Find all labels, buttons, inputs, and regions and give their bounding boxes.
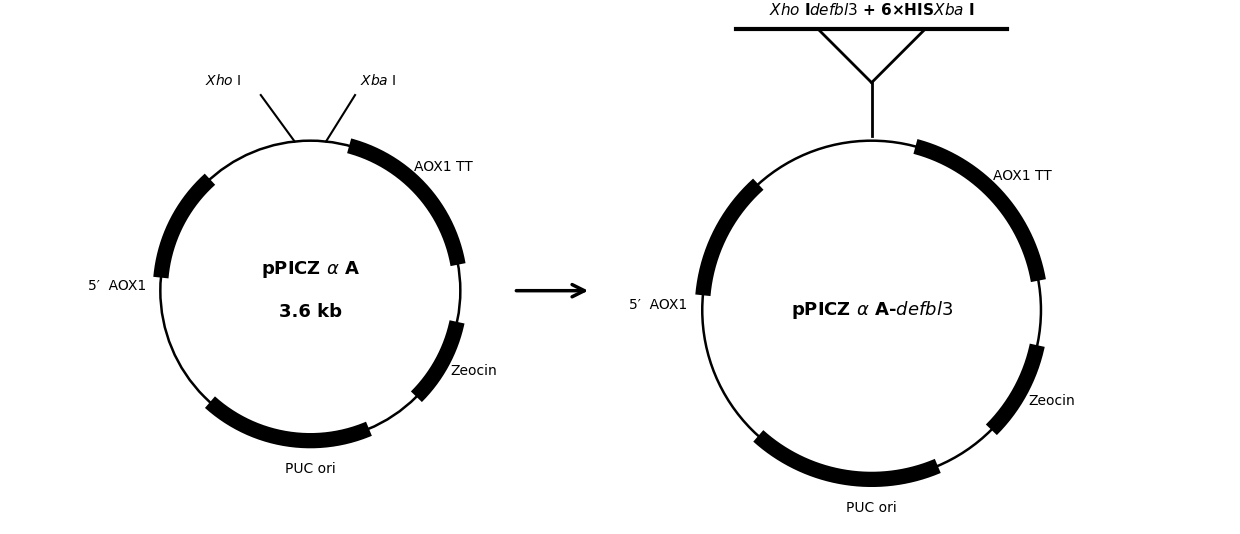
- Text: AOX1 TT: AOX1 TT: [414, 160, 472, 174]
- Text: pPICZ $\alpha$ A-$\it{defbl3}$: pPICZ $\alpha$ A-$\it{defbl3}$: [791, 299, 952, 321]
- Text: PUC ori: PUC ori: [285, 462, 336, 476]
- Text: Zeocin: Zeocin: [450, 365, 497, 379]
- Text: PUC ori: PUC ori: [846, 501, 897, 515]
- Text: AOX1 TT: AOX1 TT: [993, 169, 1052, 183]
- Text: $\it{defbl3}$ + 6×HIS: $\it{defbl3}$ + 6×HIS: [808, 2, 934, 18]
- Text: $\it{Xba}$ I: $\it{Xba}$ I: [932, 2, 975, 18]
- Text: pPICZ $\alpha$ A: pPICZ $\alpha$ A: [260, 259, 360, 280]
- Text: 5′  AOX1: 5′ AOX1: [630, 298, 688, 312]
- Text: 3.6 kb: 3.6 kb: [279, 303, 342, 321]
- Text: $\it{Xho}$ I: $\it{Xho}$ I: [769, 2, 811, 18]
- Text: $\it{Xho}$ I: $\it{Xho}$ I: [205, 73, 242, 88]
- Text: Zeocin: Zeocin: [1028, 394, 1075, 407]
- Text: 5′  AOX1: 5′ AOX1: [88, 279, 146, 293]
- Text: $\it{Xba}$ I: $\it{Xba}$ I: [360, 73, 397, 88]
